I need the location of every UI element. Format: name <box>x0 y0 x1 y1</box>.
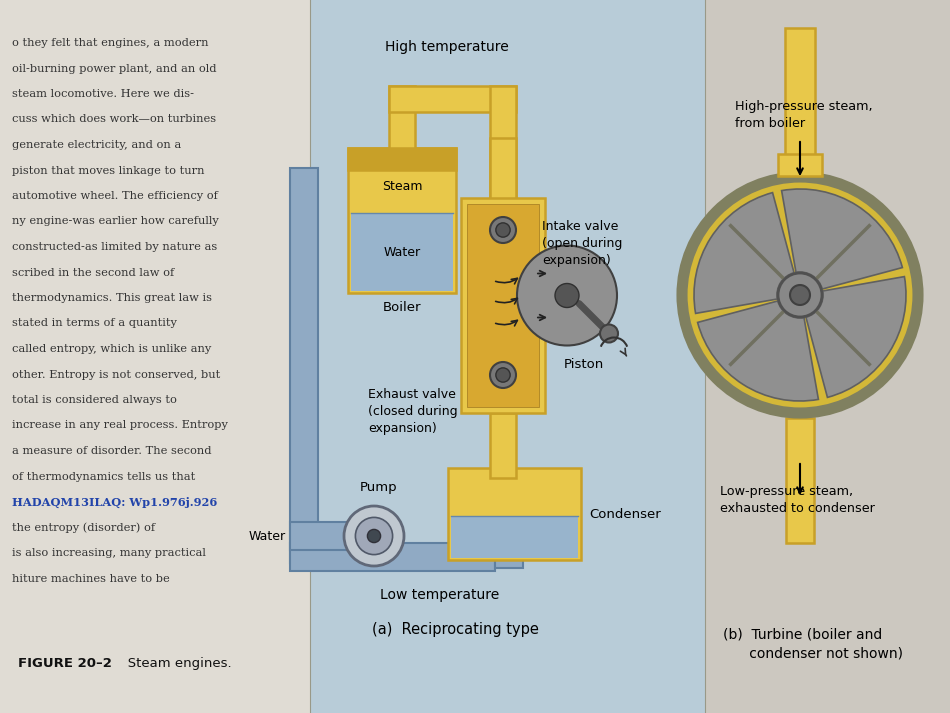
Bar <box>490 86 516 286</box>
Text: called entropy, which is unlike any: called entropy, which is unlike any <box>12 344 211 354</box>
Text: automotive wheel. The efficiency of: automotive wheel. The efficiency of <box>12 191 218 201</box>
Bar <box>461 198 545 413</box>
Circle shape <box>517 245 617 346</box>
Text: piston that moves linkage to turn: piston that moves linkage to turn <box>12 165 204 175</box>
Text: Boiler: Boiler <box>383 301 421 314</box>
Wedge shape <box>694 193 794 314</box>
Bar <box>290 522 374 550</box>
Text: a measure of disorder. The second: a measure of disorder. The second <box>12 446 212 456</box>
Text: total is considered always to: total is considered always to <box>12 395 177 405</box>
Text: cuss which does work—on turbines: cuss which does work—on turbines <box>12 115 217 125</box>
Text: Water: Water <box>249 530 286 543</box>
Wedge shape <box>782 189 902 289</box>
Text: generate electricity, and on a: generate electricity, and on a <box>12 140 181 150</box>
Bar <box>786 418 814 543</box>
Bar <box>490 413 516 478</box>
Text: Steam engines.: Steam engines. <box>115 657 232 670</box>
Bar <box>778 154 822 176</box>
Text: steam locomotive. Here we dis-: steam locomotive. Here we dis- <box>12 89 194 99</box>
Circle shape <box>344 506 404 566</box>
Text: thermodynamics. This great law is: thermodynamics. This great law is <box>12 293 212 303</box>
Circle shape <box>490 217 516 243</box>
Text: is also increasing, many practical: is also increasing, many practical <box>12 548 206 558</box>
Circle shape <box>490 362 516 388</box>
Text: scribed in the second law of: scribed in the second law of <box>12 267 174 277</box>
Wedge shape <box>806 277 906 397</box>
Bar <box>495 478 523 568</box>
Text: Pump: Pump <box>360 481 398 494</box>
Circle shape <box>555 284 579 307</box>
Text: other. Entropy is not conserved, but: other. Entropy is not conserved, but <box>12 369 220 379</box>
Text: Steam: Steam <box>382 180 422 193</box>
Text: Intake valve
(open during
expansion): Intake valve (open during expansion) <box>542 220 622 267</box>
Text: stated in terms of a quantity: stated in terms of a quantity <box>12 319 177 329</box>
Text: (a)  Reciprocating type: (a) Reciprocating type <box>371 622 539 637</box>
Text: Low-pressure steam,
exhausted to condenser: Low-pressure steam, exhausted to condens… <box>720 485 875 515</box>
Text: the entropy (disorder) of: the entropy (disorder) of <box>12 523 155 533</box>
Circle shape <box>496 223 510 237</box>
Bar <box>451 516 578 558</box>
Text: oil-burning power plant, and an old: oil-burning power plant, and an old <box>12 63 217 73</box>
Text: Exhaust valve
(closed during
expansion): Exhaust valve (closed during expansion) <box>368 388 458 435</box>
Circle shape <box>600 324 618 342</box>
Text: Piston: Piston <box>564 359 604 371</box>
Bar <box>290 168 318 563</box>
Circle shape <box>496 368 510 382</box>
Bar <box>310 0 705 713</box>
Bar <box>351 213 453 291</box>
Bar <box>348 148 456 170</box>
Bar <box>348 148 456 293</box>
Circle shape <box>368 529 381 543</box>
Text: Condenser: Condenser <box>589 508 661 520</box>
Circle shape <box>790 285 810 305</box>
Text: o they felt that engines, a modern: o they felt that engines, a modern <box>12 38 208 48</box>
Bar <box>490 138 516 200</box>
Bar <box>0 0 310 713</box>
Bar <box>785 28 815 172</box>
Bar <box>389 86 516 112</box>
Text: HADAQM13ILAQ: Wp1.976j.926: HADAQM13ILAQ: Wp1.976j.926 <box>12 497 218 508</box>
Text: hiture machines have to be: hiture machines have to be <box>12 573 170 583</box>
Bar <box>705 0 950 713</box>
Text: ny engine-was earlier how carefully: ny engine-was earlier how carefully <box>12 217 218 227</box>
Text: of thermodynamics tells us that: of thermodynamics tells us that <box>12 471 196 481</box>
Text: Water: Water <box>384 247 421 260</box>
Bar <box>448 468 581 560</box>
Bar <box>467 204 539 407</box>
Text: FIGURE 20–2: FIGURE 20–2 <box>18 657 112 670</box>
Text: High temperature: High temperature <box>385 40 509 54</box>
Bar <box>290 543 495 571</box>
Text: increase in any real process. Entropy: increase in any real process. Entropy <box>12 421 228 431</box>
Text: High-pressure steam,
from boiler: High-pressure steam, from boiler <box>735 100 873 130</box>
Circle shape <box>682 177 918 413</box>
Wedge shape <box>697 301 818 401</box>
Text: Low temperature: Low temperature <box>380 588 500 602</box>
Circle shape <box>778 273 822 317</box>
Text: (b)  Turbine (boiler and
      condenser not shown): (b) Turbine (boiler and condenser not sh… <box>723 628 903 660</box>
Text: constructed-as limited by nature as: constructed-as limited by nature as <box>12 242 218 252</box>
Circle shape <box>355 518 392 555</box>
Bar <box>389 86 415 151</box>
